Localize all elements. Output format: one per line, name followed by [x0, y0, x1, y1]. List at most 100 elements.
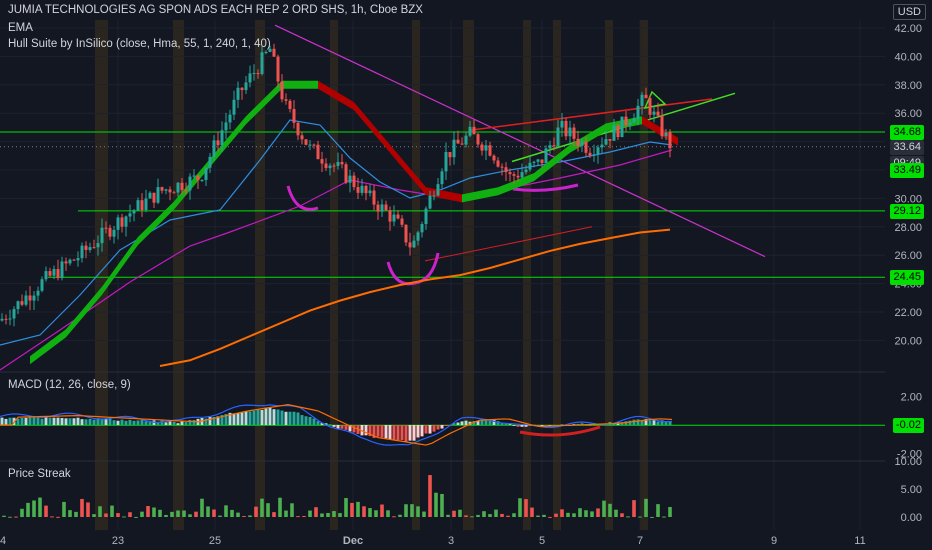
macd-histogram-bar [116, 420, 120, 425]
candle-body [280, 81, 284, 100]
streak-bar [464, 515, 468, 517]
candle-body [64, 261, 68, 264]
macd-histogram-bar [28, 417, 32, 425]
streak-bar [470, 516, 474, 518]
macd-histogram-bar [328, 424, 332, 426]
streak-bar [614, 509, 618, 517]
macd-histogram-bar [460, 421, 464, 425]
currency-button[interactable]: USD [892, 4, 926, 20]
macd-histogram-bar [664, 421, 668, 425]
macd-histogram-bar [0, 417, 4, 425]
candle-body [392, 214, 396, 222]
streak-bar [626, 516, 630, 518]
candle-body [636, 105, 640, 119]
candle-body [100, 227, 104, 244]
candle-body [316, 144, 320, 160]
streak-bar [584, 510, 588, 517]
macd-tick-label: -2.00 [897, 449, 922, 461]
macd-histogram-bar [656, 421, 660, 425]
candle-body [20, 301, 24, 305]
streak-bar [236, 512, 240, 517]
candle-body [600, 144, 604, 148]
streak-bar [380, 504, 384, 517]
candle-body [432, 195, 436, 197]
candle-body [548, 145, 552, 149]
macd-histogram-bar [424, 425, 428, 434]
candle-body [220, 130, 224, 146]
streak-bar [488, 514, 492, 517]
streak-bar [74, 511, 78, 517]
macd-histogram-bar [36, 417, 40, 425]
streak-bar [224, 505, 228, 517]
macd-histogram-bar [296, 412, 300, 425]
hull-segment [246, 80, 282, 125]
macd-histogram-bar [12, 417, 16, 425]
macd-histogram-bar [20, 417, 24, 425]
candle-body [484, 145, 488, 151]
candle-body [116, 217, 120, 230]
candle-body [164, 189, 168, 191]
macd-histogram-bar [516, 425, 520, 427]
macd-histogram-bar [528, 425, 532, 426]
macd-histogram-bar [52, 417, 56, 425]
streak-bar [242, 516, 246, 518]
macd-histogram-bar [256, 409, 260, 425]
candle-body [388, 210, 392, 222]
macd-histogram-bar [388, 425, 392, 440]
streak-tick-label: 5.00 [901, 484, 922, 496]
candle-body [400, 218, 404, 225]
macd-histogram-bar [136, 420, 140, 425]
streak-bar [530, 507, 534, 517]
macd-histogram-bar [288, 411, 292, 425]
streak-bar [392, 516, 396, 518]
candle-body [440, 171, 444, 185]
candle-body [192, 175, 196, 177]
candle-body [500, 166, 504, 168]
candle-body [232, 99, 236, 115]
streak-bar [566, 512, 570, 517]
macd-histogram-bar [544, 425, 548, 426]
candle-body [532, 161, 536, 163]
hull-segment [462, 187, 498, 203]
candle-body [96, 243, 100, 248]
candle-body [592, 154, 596, 156]
macd-histogram-bar [164, 422, 168, 425]
macd-histogram-bar [404, 425, 408, 443]
candle-body [60, 261, 64, 278]
ema-line [159, 228, 671, 367]
macd-histogram-bar [180, 421, 184, 425]
streak-bar [170, 511, 174, 517]
macd-histogram-bar [456, 422, 460, 425]
streak-bar [14, 516, 18, 518]
candle-body [492, 155, 496, 161]
candles [0, 43, 672, 327]
streak-bar [638, 516, 642, 518]
macd-histogram-bar [444, 425, 448, 426]
candle-body [476, 134, 480, 145]
macd-histogram-bar [80, 419, 84, 425]
candle-body [76, 258, 80, 261]
candle-body [628, 122, 632, 126]
streak-bar [260, 498, 264, 517]
axes: 42.0040.0038.0036.0034.0032.0030.0028.00… [0, 23, 922, 547]
macd-histogram-bar [216, 416, 220, 425]
x-tick-label: 7 [637, 535, 643, 547]
streak-bar [272, 512, 276, 517]
candle-body [184, 190, 188, 192]
streak-bar [110, 505, 114, 517]
session-band [330, 20, 338, 530]
macd-histogram-bar [84, 419, 88, 425]
macd-histogram-bar [344, 425, 348, 430]
arc-mark [286, 185, 319, 211]
hull-segment [66, 286, 102, 338]
macd-tick-label: 2.00 [901, 392, 922, 404]
candle-body [404, 224, 408, 243]
candle-body [172, 192, 176, 194]
macd-histogram-bar [464, 420, 468, 425]
streak-bar [602, 500, 606, 517]
streak-bar [320, 513, 324, 517]
macd-histogram-bar [24, 417, 28, 425]
macd-histogram-bar [412, 425, 416, 441]
candle-body [528, 162, 532, 170]
